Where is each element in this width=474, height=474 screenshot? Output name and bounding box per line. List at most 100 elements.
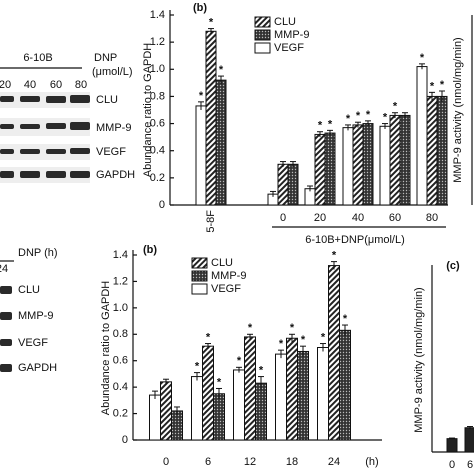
significance-label: *: [343, 313, 348, 325]
blot-row-label: VEGF: [18, 337, 48, 349]
blot-band: [20, 124, 40, 129]
error-bar: [194, 372, 200, 381]
significance-label: *: [259, 364, 264, 376]
error-bar: [280, 161, 286, 167]
bar: [317, 347, 329, 441]
significance-label: *: [301, 334, 306, 346]
error-bar: [247, 333, 253, 340]
x-tick-label: 20: [314, 212, 326, 224]
legend-swatch: [254, 16, 271, 28]
legend-swatch: [254, 42, 271, 54]
blot-strip: [0, 118, 90, 136]
error-bar: [218, 75, 224, 85]
blot-band: [0, 286, 12, 294]
significance-label: *: [248, 322, 253, 334]
bar: [287, 163, 299, 206]
y-tick-label: 0.2: [150, 172, 165, 184]
bar: [416, 66, 428, 206]
y-axis-label: Abundance ratio to GAPDH: [100, 281, 112, 416]
bar: [215, 79, 227, 206]
blot-row-label: VEGF: [96, 146, 126, 158]
y-tick-label: 0.2: [113, 407, 128, 419]
blot-group: 6-10B: [23, 52, 52, 64]
y-tick-label: 1.4: [113, 249, 128, 261]
error-bar: [270, 190, 276, 197]
error-bar: [355, 121, 361, 128]
significance-label: *: [279, 338, 284, 350]
blot-row-label: MMP-9: [18, 310, 53, 322]
error-bar: [290, 161, 296, 167]
significance-label: *: [199, 90, 204, 102]
significance-label: *: [383, 111, 388, 123]
error-bar: [198, 101, 204, 110]
significance-label: *: [206, 331, 211, 343]
blot-treatment: DNP: [94, 52, 117, 64]
blot-treatment: DNP (h): [18, 247, 58, 259]
blot-unit: (μmol/L): [92, 66, 133, 78]
panel-label: (b): [193, 2, 207, 14]
error-bar: [236, 366, 242, 373]
significance-label: *: [195, 361, 200, 373]
legend-swatch: [191, 270, 208, 282]
error-bar: [216, 387, 222, 400]
significance-label: *: [420, 52, 425, 64]
bar: [202, 345, 214, 441]
legend-label: MMP-9: [274, 29, 309, 41]
x-tick-label: 40: [352, 212, 364, 224]
blot-band: [0, 364, 12, 372]
legend-swatch: [191, 257, 208, 269]
bar: [436, 95, 448, 206]
y-tick-label: 0.8: [150, 90, 165, 102]
significance-label: *: [366, 109, 371, 121]
error-bar: [365, 120, 371, 127]
legend-label: CLU: [274, 16, 296, 28]
error-bar: [382, 123, 388, 129]
bar: [446, 438, 458, 453]
y-tick-label: 0.8: [113, 328, 128, 340]
significance-label: *: [430, 80, 435, 92]
error-bar: [419, 63, 425, 70]
x-tick-label: 60: [389, 212, 401, 224]
error-bar: [152, 390, 158, 400]
blot-strip: [0, 144, 90, 160]
x-axis-label: 6-10B+DNP(μmol/L): [305, 234, 405, 246]
bar: [339, 329, 351, 441]
blot-lane: 40: [24, 79, 36, 91]
error-bar: [342, 324, 348, 336]
error-bar: [392, 112, 398, 119]
error-bar: [429, 91, 435, 101]
error-bar: [320, 343, 326, 352]
error-bar: [439, 90, 445, 102]
bar: [426, 95, 438, 206]
bar: [244, 336, 256, 441]
significance-label: *: [356, 110, 361, 122]
blot-bottom: DNP (h) 24 CLU MMP-9 VEGF GAPDH: [0, 247, 58, 374]
legend-swatch: [191, 283, 208, 295]
blot-band: [46, 149, 66, 154]
bar: [195, 105, 207, 206]
error-bar: [205, 343, 211, 349]
significance-label: *: [321, 331, 326, 343]
blot-lane: 60: [50, 79, 62, 91]
error-bar: [289, 333, 295, 343]
significance-label: *: [290, 322, 295, 334]
blot-band: [70, 148, 90, 154]
bar: [328, 265, 340, 441]
blot-band: [46, 123, 66, 129]
bar: [314, 133, 326, 206]
error-bar: [163, 378, 169, 385]
panel-label: (c): [446, 260, 460, 272]
x-axis-label: (h): [365, 456, 378, 468]
bar: [205, 30, 217, 206]
error-bar: [300, 345, 306, 357]
bar: [352, 124, 364, 206]
bar: [389, 114, 401, 206]
bar: [213, 393, 225, 441]
significance-label: *: [217, 376, 222, 388]
blot-band: [70, 95, 90, 103]
error-bar: [208, 28, 214, 34]
blot-band: [20, 96, 40, 102]
y-tick-label: 0.4: [113, 381, 128, 393]
x-tick-label: 0: [163, 456, 169, 468]
blot-lane: 80: [75, 79, 87, 91]
